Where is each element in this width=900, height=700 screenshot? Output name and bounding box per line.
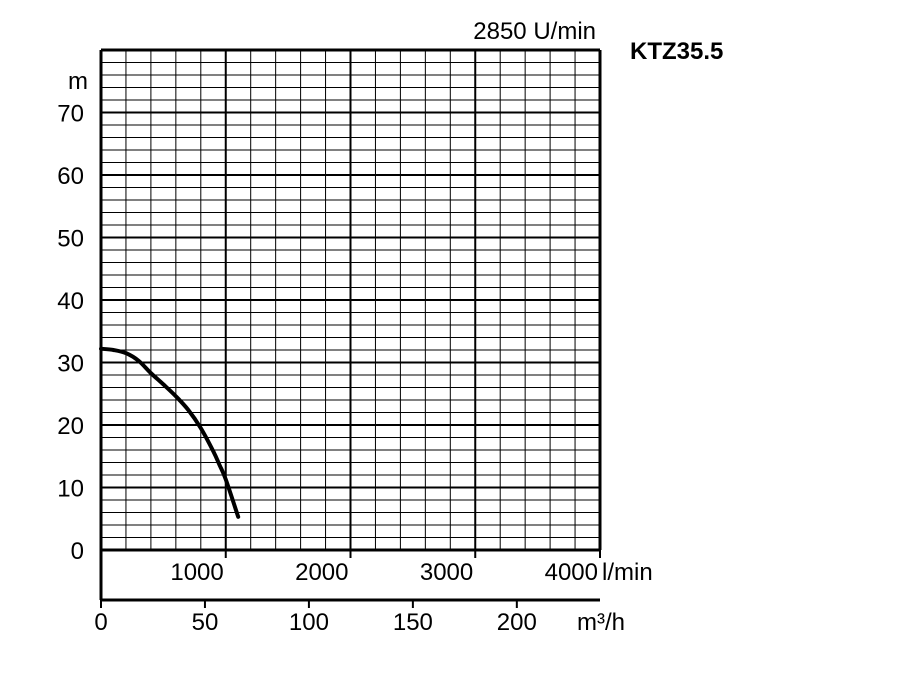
pump-curve-line (99, 346, 241, 519)
x-tick-label-lmin: 2000 (295, 559, 348, 586)
x-tick-label-lmin: 4000 (545, 559, 598, 586)
y-tick-label: 60 (57, 163, 84, 190)
y-tick-label: 40 (57, 288, 84, 315)
x-tick-label-lmin: 1000 (170, 559, 223, 586)
y-tick-label: 30 (57, 351, 84, 378)
y-tick-label: 70 (57, 101, 84, 128)
curve-layer (99, 346, 241, 519)
x-tick-label-m3h: 100 (289, 609, 329, 636)
model-title: KTZ35.5 (630, 38, 723, 65)
x-tick-label-m3h: 200 (497, 609, 537, 636)
major-gridlines (101, 50, 600, 550)
y-axis-unit-label: m (68, 68, 88, 95)
speed-label: 2850 U/min (473, 18, 596, 45)
y-tick-label: 0 (71, 538, 84, 565)
axis-labels: 0 10 20 30 40 50 60 70 1000 2000 3000 4000 l/min 0 50 1… (57, 101, 652, 637)
y-tick-label: 20 (57, 413, 84, 440)
x-tick-label-m3h: 0 (94, 609, 107, 636)
x-tick-label-m3h: 50 (192, 609, 219, 636)
plot-frame (99, 48, 602, 608)
x-axis-unit-m3h: m³/h (577, 609, 625, 636)
y-tick-label: 50 (57, 226, 84, 253)
x-axis-unit-lmin: l/min (602, 559, 653, 586)
x-tick-label-m3h: 150 (393, 609, 433, 636)
y-tick-label: 10 (57, 476, 84, 503)
x-tick-label-lmin: 3000 (420, 559, 473, 586)
